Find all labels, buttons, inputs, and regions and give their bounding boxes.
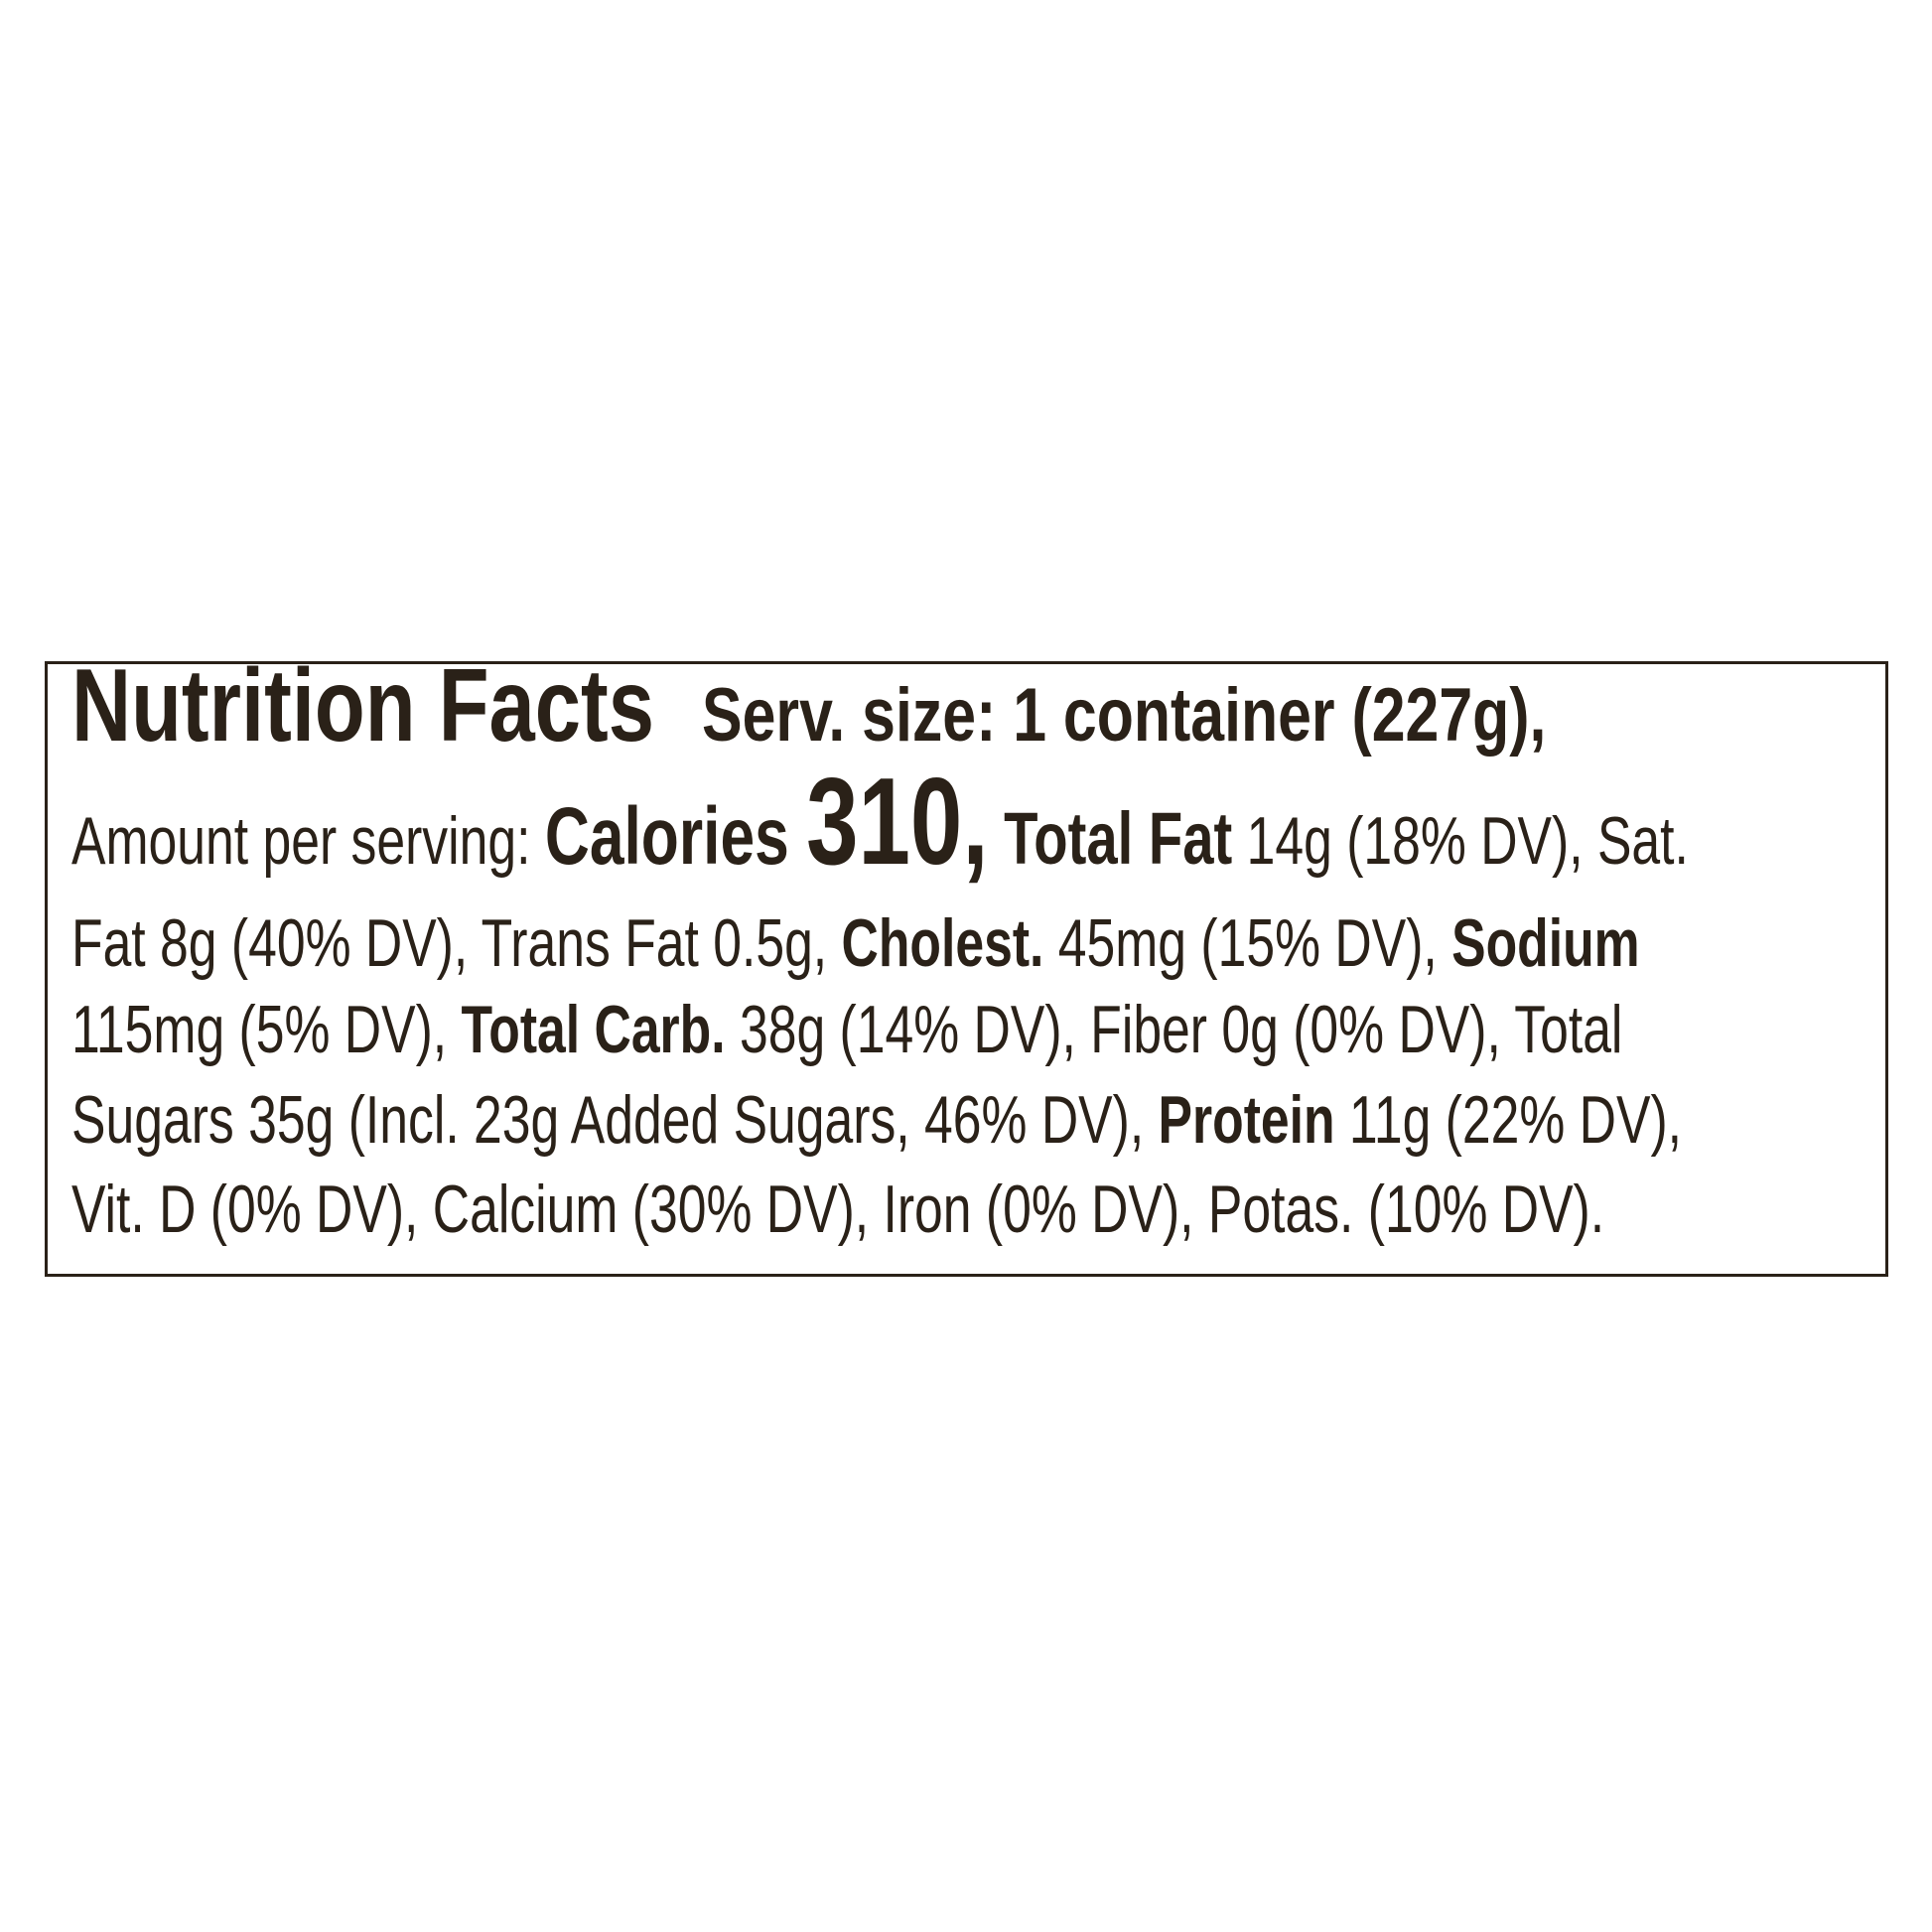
calories-value: 310, xyxy=(806,754,989,891)
serving-size: Serv. size: 1 container (227g), xyxy=(702,673,1547,758)
protein-label: Protein xyxy=(1158,1082,1335,1158)
calories-label: Calories xyxy=(544,791,807,882)
line-vitamins: Vit. D (0% DV), Calcium (30% DV), Iron (… xyxy=(71,1172,1605,1247)
nutrition-facts-label: Nutrition Facts Serv. size: 1 container (… xyxy=(45,654,1888,1277)
total-fat-value: 14g (18% DV), Sat. xyxy=(1232,803,1689,879)
header-line: Nutrition Facts Serv. size: 1 container (… xyxy=(71,654,1546,758)
sat-trans-fat: Fat 8g (40% DV), Trans Fat 0.5g, xyxy=(71,905,842,981)
sugars-value: Sugars 35g (Incl. 23g Added Sugars, 46% … xyxy=(71,1082,1159,1158)
line-sugars-protein: Sugars 35g (Incl. 23g Added Sugars, 46% … xyxy=(71,1086,1682,1154)
line-sodium-carb: 115mg (5% DV), Total Carb. 38g (14% DV),… xyxy=(71,996,1622,1063)
cholest-value: 45mg (15% DV), xyxy=(1043,905,1452,981)
protein-value: 11g (22% DV), xyxy=(1334,1082,1683,1158)
sodium-label: Sodium xyxy=(1451,905,1640,981)
carb-fiber-value: 38g (14% DV), Fiber 0g (0% DV), Total xyxy=(725,992,1623,1067)
line-fat-cholest-sodium: Fat 8g (40% DV), Trans Fat 0.5g, Cholest… xyxy=(71,909,1640,977)
cholest-label: Cholest. xyxy=(841,905,1044,981)
total-fat-label: Total Fat xyxy=(988,797,1233,880)
sodium-value: 115mg (5% DV), xyxy=(71,992,462,1067)
line-calories: Amount per serving: Calories 310, Total … xyxy=(71,760,1689,884)
carb-label: Total Carb. xyxy=(461,992,726,1067)
title: Nutrition Facts xyxy=(71,648,655,763)
amount-per-serving: Amount per serving: xyxy=(71,803,545,879)
